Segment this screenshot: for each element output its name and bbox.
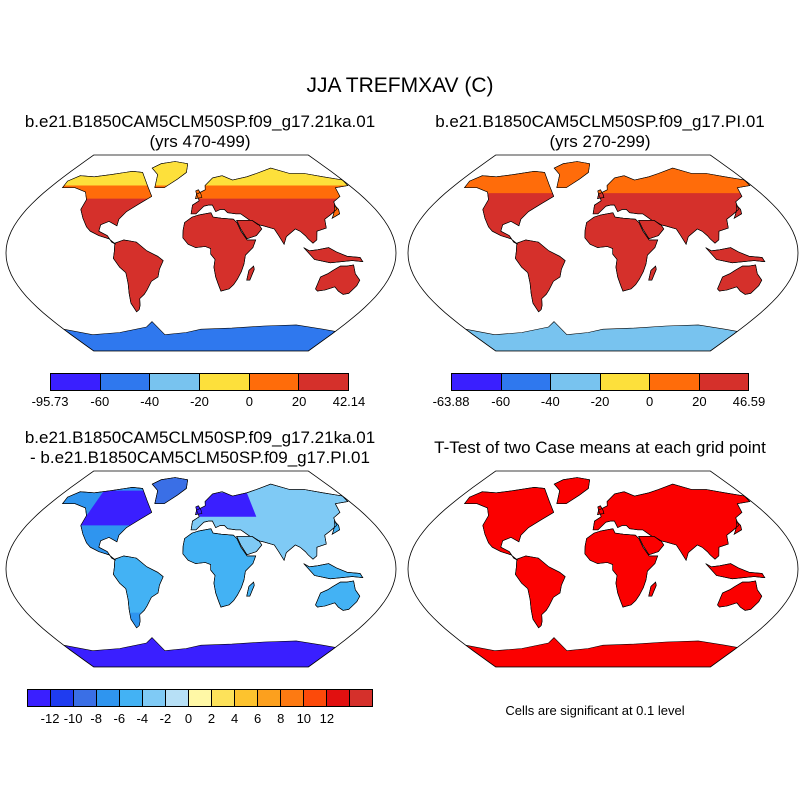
map-case2 <box>407 154 799 352</box>
colorbar-label: -95.73 <box>31 394 69 409</box>
colorbar-label: 2 <box>207 711 216 726</box>
map-diff <box>5 470 397 668</box>
ttest-note: Cells are significant at 0.1 level <box>505 703 685 718</box>
colorbar-label: 8 <box>277 711 285 726</box>
colorbar-case2 <box>451 373 749 391</box>
colorbar-labels-case2: -63.88 -60 -40 -20 0 20 46.59 <box>433 394 766 410</box>
panel-title-line1: b.e21.B1850CAM5CLM50SP.f09_g17.21ka.01 <box>24 112 376 131</box>
colorbar-swatch <box>235 690 258 706</box>
colorbar-swatch <box>699 374 748 390</box>
colorbar-label: -40 <box>540 394 560 409</box>
panel-title-line1: b.e21.B1850CAM5CLM50SP.f09_g17.21ka.01 <box>24 428 376 447</box>
colorbar-swatch <box>28 690 51 706</box>
colorbar-swatch <box>74 690 97 706</box>
map-ttest <box>407 470 799 668</box>
colorbar-label: 0 <box>184 711 193 726</box>
colorbar-case1 <box>50 373 349 391</box>
colorbar-label: -6 <box>113 711 126 726</box>
colorbar-swatch <box>51 374 101 390</box>
colorbar-swatch <box>452 374 502 390</box>
colorbar-swatch <box>51 690 74 706</box>
panel-title-case2: b.e21.B1850CAM5CLM50SP.f09_g17.PI.01 (yr… <box>400 112 800 152</box>
panel-title-ttest: T-Test of two Case means at each grid po… <box>400 438 800 458</box>
colorbar-swatch <box>281 690 304 706</box>
colorbar-swatch <box>166 690 189 706</box>
colorbar-swatch <box>120 690 143 706</box>
panel-title-line2: (yrs 470-499) <box>149 132 251 151</box>
colorbar-swatch <box>189 690 212 706</box>
colorbar-swatch <box>258 690 281 706</box>
colorbar-labels-diff: -12 -10 -8 -6 -4 -2 0 2 4 6 8 10 12 <box>27 711 373 727</box>
colorbar-label: -4 <box>136 711 149 726</box>
colorbar-label: -12 <box>40 711 60 726</box>
panel-title-line1: T-Test of two Case means at each grid po… <box>434 438 766 457</box>
colorbar-labels-case1: -95.73 -60 -40 -20 0 20 42.14 <box>32 394 366 410</box>
colorbar-swatch <box>100 374 151 390</box>
colorbar-diff <box>27 689 373 707</box>
colorbar-swatch <box>650 374 700 390</box>
map-case1 <box>5 154 397 352</box>
colorbar-label: 4 <box>230 711 239 726</box>
colorbar-label: -10 <box>63 711 83 726</box>
colorbar-swatch <box>97 690 120 706</box>
colorbar-label: 10 <box>296 711 312 726</box>
figure-title: JJA TREFMXAV (C) <box>306 74 494 97</box>
colorbar-label: 20 <box>692 394 707 409</box>
colorbar-label: -40 <box>140 394 160 409</box>
panel-title-line1: b.e21.B1850CAM5CLM50SP.f09_g17.PI.01 <box>435 112 765 131</box>
panel-title-line2: - b.e21.B1850CAM5CLM50SP.f09_g17.PI.01 <box>30 448 370 467</box>
colorbar-label: 46.59 <box>732 394 766 409</box>
colorbar-label: -60 <box>90 394 110 409</box>
colorbar-label: -20 <box>190 394 209 409</box>
colorbar-label: -8 <box>90 711 102 726</box>
colorbar-label: 12 <box>319 711 335 726</box>
colorbar-label: 0 <box>245 394 253 409</box>
colorbar-swatch <box>200 374 250 390</box>
colorbar-label: -63.88 <box>432 394 470 409</box>
colorbar-label: 42.14 <box>332 394 366 409</box>
colorbar-swatch <box>150 374 201 390</box>
colorbar-swatch <box>350 690 372 706</box>
colorbar-label: 6 <box>254 711 262 726</box>
colorbar-swatch <box>551 374 601 390</box>
colorbar-label: -60 <box>491 394 511 409</box>
colorbar-swatch <box>299 374 349 390</box>
panel-title-diff: b.e21.B1850CAM5CLM50SP.f09_g17.21ka.01 -… <box>0 428 400 468</box>
colorbar-label: 0 <box>646 394 654 409</box>
colorbar-swatch <box>600 374 650 390</box>
colorbar-label: -20 <box>590 394 610 409</box>
colorbar-swatch <box>143 690 166 706</box>
panel-title-line2: (yrs 270-299) <box>549 132 651 151</box>
panel-title-case1: b.e21.B1850CAM5CLM50SP.f09_g17.21ka.01 (… <box>0 112 400 152</box>
colorbar-swatch <box>212 690 235 706</box>
colorbar-swatch <box>304 690 327 706</box>
colorbar-label: 20 <box>291 394 307 409</box>
colorbar-swatch <box>501 374 551 390</box>
colorbar-swatch <box>249 374 300 390</box>
colorbar-swatch <box>327 690 350 706</box>
colorbar-label: -2 <box>159 711 172 726</box>
